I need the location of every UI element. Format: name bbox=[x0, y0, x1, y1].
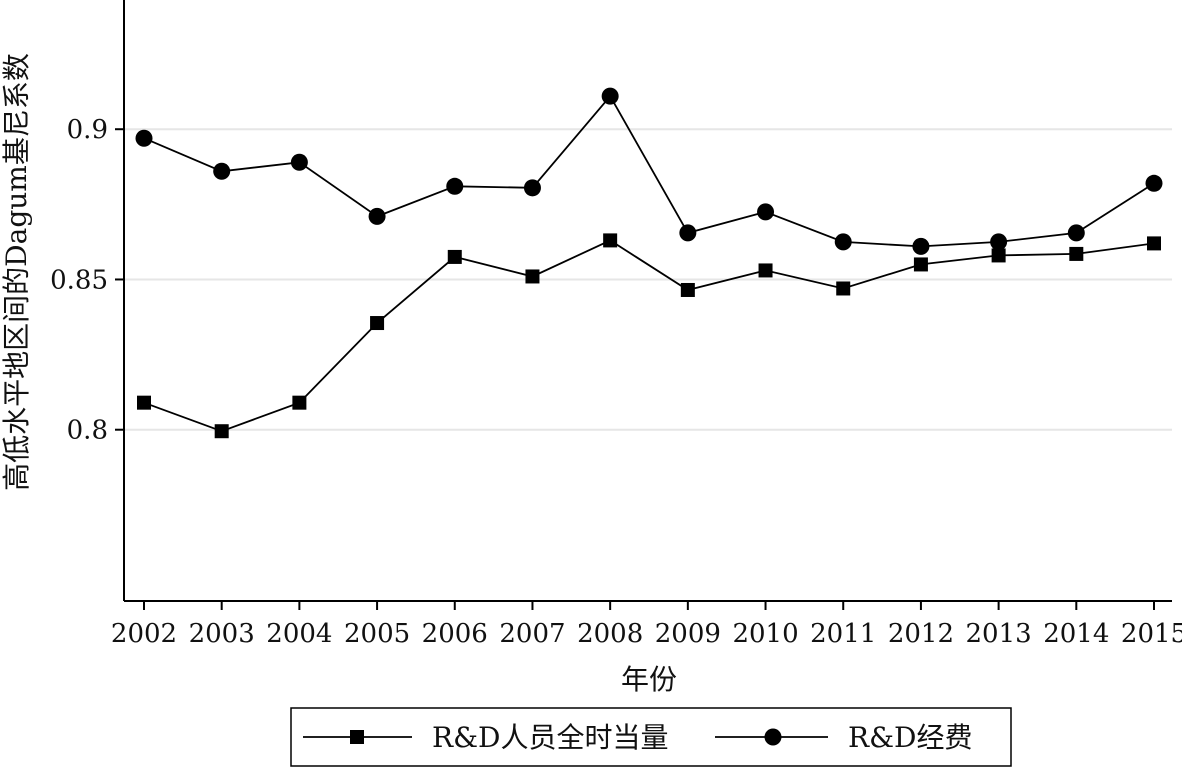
x-axis-ticks: 2002 2003 2004 2005 2006 2007 2008 2009 2010 2011… bbox=[111, 601, 1182, 649]
data-point-square bbox=[447, 249, 462, 264]
data-point-circle bbox=[679, 224, 697, 242]
x-axis-title: 年份 bbox=[621, 663, 677, 696]
x-tick-label: 2007 bbox=[499, 619, 565, 649]
data-point-circle bbox=[290, 153, 308, 171]
data-point-square bbox=[370, 316, 385, 331]
legend-marker-square bbox=[350, 730, 364, 744]
legend-marker-circle bbox=[764, 728, 782, 746]
x-tick-label: 2008 bbox=[577, 619, 643, 649]
y-tick-label: 0.85 bbox=[50, 265, 108, 295]
series-layer bbox=[135, 87, 1163, 439]
series-line bbox=[143, 239, 1155, 433]
legend-label: R&D人员全时当量 bbox=[432, 721, 668, 754]
data-point-square bbox=[758, 263, 773, 278]
data-point-square bbox=[137, 395, 151, 410]
data-point-square bbox=[214, 424, 229, 439]
y-tick-label: 0.9 bbox=[67, 115, 108, 145]
data-point-circle bbox=[912, 237, 930, 255]
x-tick-label: 2010 bbox=[732, 619, 798, 649]
data-point-circle bbox=[213, 162, 231, 180]
y-axis-ticks: 0.8 0.85 0.9 bbox=[50, 115, 124, 446]
data-point-square bbox=[991, 248, 1006, 263]
data-point-square bbox=[836, 281, 851, 296]
data-point-circle bbox=[757, 203, 775, 221]
data-point-square bbox=[680, 282, 695, 297]
data-point-square bbox=[525, 269, 540, 284]
x-tick-label: 2013 bbox=[966, 619, 1032, 649]
data-point-circle bbox=[1145, 174, 1163, 192]
legend: R&D人员全时当量 R&D经费 bbox=[290, 707, 1012, 767]
x-tick-label: 2012 bbox=[888, 619, 954, 649]
data-point-circle bbox=[446, 177, 464, 195]
x-tick-label: 2015 bbox=[1121, 619, 1182, 649]
y-axis-title: 高低水平地区间的Dagum基尼系数 bbox=[0, 53, 33, 491]
data-point-square bbox=[913, 257, 928, 272]
data-point-square bbox=[1147, 236, 1161, 251]
series-line bbox=[143, 94, 1155, 248]
data-point-square bbox=[292, 395, 307, 410]
x-tick-label: 2004 bbox=[266, 619, 332, 649]
x-tick-label: 2014 bbox=[1043, 619, 1109, 649]
gridlines bbox=[124, 128, 1172, 431]
data-point-circle bbox=[990, 233, 1008, 251]
x-tick-label: 2009 bbox=[655, 619, 721, 649]
data-point-circle bbox=[834, 233, 852, 251]
legend-label: R&D经费 bbox=[848, 721, 972, 754]
x-tick-label: 2005 bbox=[344, 619, 410, 649]
data-point-circle bbox=[1067, 224, 1085, 242]
data-point-square bbox=[1069, 246, 1084, 261]
x-tick-label: 2003 bbox=[189, 619, 255, 649]
data-point-circle bbox=[601, 87, 619, 105]
x-tick-label: 2002 bbox=[111, 619, 177, 649]
data-point-square bbox=[603, 233, 618, 248]
data-point-circle bbox=[368, 207, 386, 225]
x-tick-label: 2011 bbox=[810, 619, 876, 649]
data-point-circle bbox=[135, 129, 153, 147]
x-tick-label: 2006 bbox=[422, 619, 488, 649]
y-tick-label: 0.8 bbox=[67, 416, 108, 446]
data-point-circle bbox=[523, 179, 541, 197]
